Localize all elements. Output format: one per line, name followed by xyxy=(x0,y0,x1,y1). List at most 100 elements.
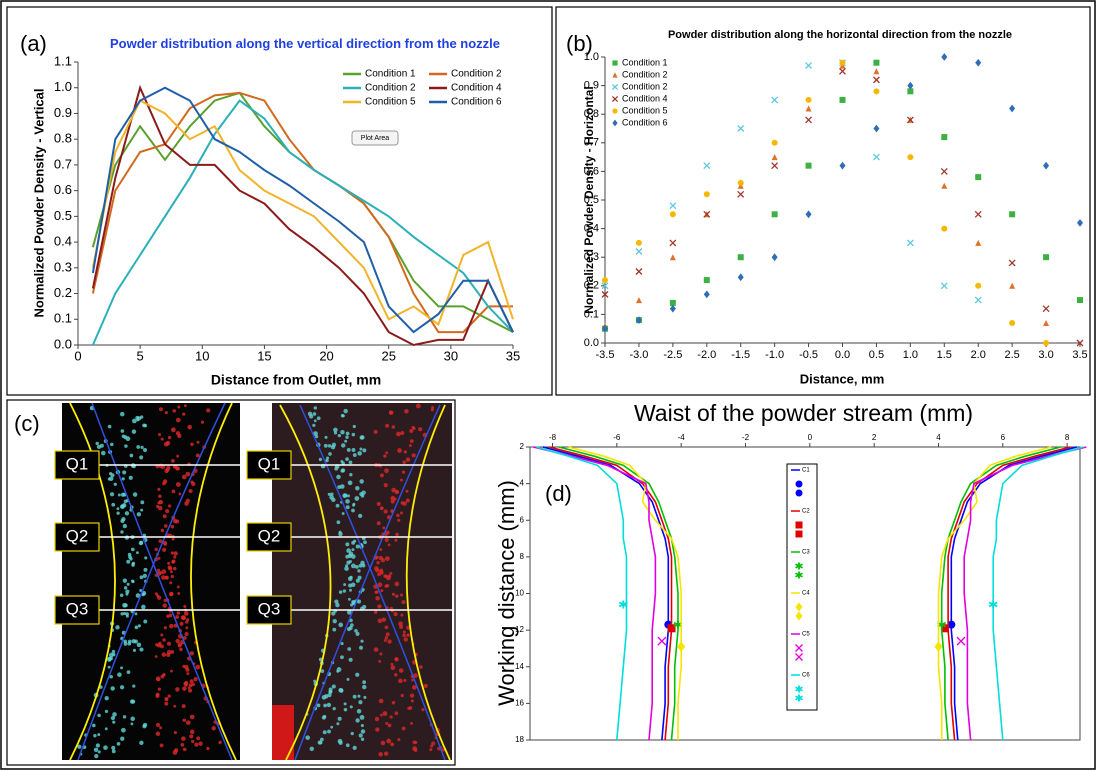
particle xyxy=(156,678,160,682)
particle xyxy=(108,471,113,476)
particle xyxy=(175,466,180,471)
particle xyxy=(383,638,387,643)
particle xyxy=(305,735,311,740)
particle xyxy=(352,424,356,429)
particle xyxy=(395,532,399,537)
particle xyxy=(383,751,389,756)
particle xyxy=(170,551,174,555)
particle xyxy=(95,441,99,446)
particle xyxy=(405,498,410,503)
particle xyxy=(185,498,190,503)
particle xyxy=(406,633,410,637)
particle xyxy=(345,431,350,436)
particle xyxy=(351,548,355,552)
particle xyxy=(387,723,392,728)
yellow-boundary xyxy=(405,404,451,761)
particle xyxy=(342,589,347,593)
particle xyxy=(361,490,366,495)
legend-label: Condition 5 xyxy=(365,97,416,108)
particle xyxy=(139,575,144,580)
particle xyxy=(402,633,406,638)
particle xyxy=(355,486,360,491)
y-tick-label: 4 xyxy=(520,479,525,488)
x-tick-label: 35 xyxy=(506,348,520,363)
particle xyxy=(360,729,366,734)
profile-line xyxy=(947,446,1071,741)
particle xyxy=(124,511,130,516)
particle xyxy=(340,459,344,463)
marker xyxy=(612,60,618,66)
particle xyxy=(121,477,125,481)
particle xyxy=(167,561,171,565)
particle xyxy=(172,750,178,755)
particle xyxy=(158,505,163,511)
particle xyxy=(120,612,124,616)
particle xyxy=(358,733,363,738)
particle xyxy=(103,745,108,750)
particle xyxy=(156,568,161,572)
particle xyxy=(377,618,383,624)
marker xyxy=(635,268,643,275)
marker xyxy=(940,167,948,175)
particle xyxy=(189,714,195,720)
particle xyxy=(405,457,411,462)
particle xyxy=(183,404,187,408)
particle xyxy=(136,512,142,517)
particle xyxy=(206,746,210,751)
particle xyxy=(345,435,349,439)
particle xyxy=(131,563,135,567)
particle xyxy=(395,594,399,598)
y-tick-label: 2 xyxy=(520,442,525,451)
marker xyxy=(941,53,948,61)
particle xyxy=(119,685,125,690)
particle xyxy=(410,721,413,725)
particle xyxy=(408,444,412,447)
particle xyxy=(169,623,174,629)
marker xyxy=(974,210,982,218)
panel-label: (c) xyxy=(14,411,40,436)
particle xyxy=(331,611,336,616)
particle xyxy=(171,427,176,433)
particle xyxy=(189,679,194,684)
particle xyxy=(97,733,101,737)
particle xyxy=(375,727,380,732)
x-tick-label: 3.5 xyxy=(1072,349,1087,361)
particle xyxy=(175,638,180,644)
particle xyxy=(163,626,168,630)
marker xyxy=(974,296,982,304)
particle xyxy=(123,642,128,646)
particle xyxy=(135,593,141,598)
particle xyxy=(347,480,353,486)
particle xyxy=(412,427,416,430)
particle xyxy=(137,624,141,628)
particle xyxy=(332,618,337,624)
particle xyxy=(345,542,350,547)
particle xyxy=(403,637,408,642)
x-tick-label: 8 xyxy=(1065,433,1070,442)
particle xyxy=(108,652,114,658)
particle xyxy=(121,727,126,733)
particle xyxy=(122,715,127,719)
particle xyxy=(394,581,400,587)
particle xyxy=(92,723,96,728)
particle xyxy=(343,408,348,414)
particle xyxy=(360,494,365,498)
particle xyxy=(351,540,356,545)
particle xyxy=(397,518,401,522)
marker xyxy=(873,59,880,66)
particle xyxy=(155,692,160,697)
particle xyxy=(123,435,128,440)
marker xyxy=(1043,319,1050,326)
y-tick-label: 0.9 xyxy=(54,105,72,120)
particle xyxy=(125,589,130,594)
particle xyxy=(354,496,360,501)
particle xyxy=(132,684,136,688)
particle xyxy=(99,443,104,448)
y-axis-title: Working distance (mm) xyxy=(494,480,519,706)
legend-label: Condition 1 xyxy=(365,69,416,80)
particle xyxy=(139,589,143,593)
particle xyxy=(175,417,181,423)
particle xyxy=(360,435,365,440)
legend-label: Condition 4 xyxy=(622,93,668,103)
